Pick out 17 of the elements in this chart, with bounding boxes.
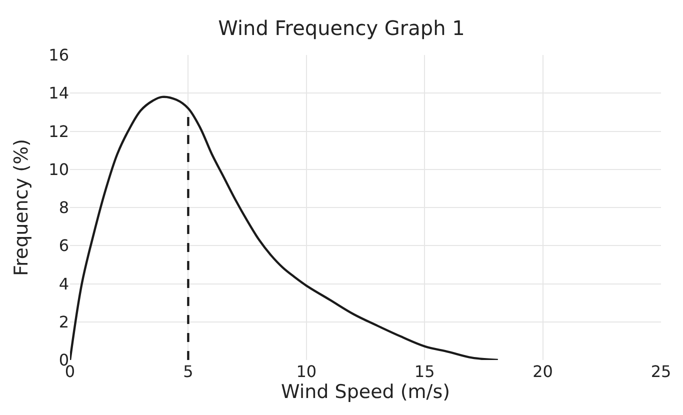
y-tick-label: 16 xyxy=(48,46,69,65)
y-tick-label: 8 xyxy=(58,198,69,218)
x-tick-label: 25 xyxy=(650,362,672,381)
x-tick-label: 20 xyxy=(532,362,553,381)
y-tick-label: 6 xyxy=(58,236,69,256)
x-tick-label: 15 xyxy=(414,362,435,381)
y-tick-label: 10 xyxy=(48,160,69,179)
y-tick-label: 2 xyxy=(58,312,69,332)
y-tick-label: 12 xyxy=(48,122,69,141)
x-tick-label: 10 xyxy=(296,362,317,381)
x-axis-title: Wind Speed (m/s) xyxy=(280,381,450,403)
y-tick-label: 4 xyxy=(58,274,69,294)
y-axis-title: Frequency (%) xyxy=(10,138,32,276)
line-series xyxy=(70,96,499,360)
x-tick-label: 5 xyxy=(183,362,194,381)
chart-title: Wind Frequency Graph 1 xyxy=(218,16,465,40)
y-tick-label: 14 xyxy=(48,84,69,103)
